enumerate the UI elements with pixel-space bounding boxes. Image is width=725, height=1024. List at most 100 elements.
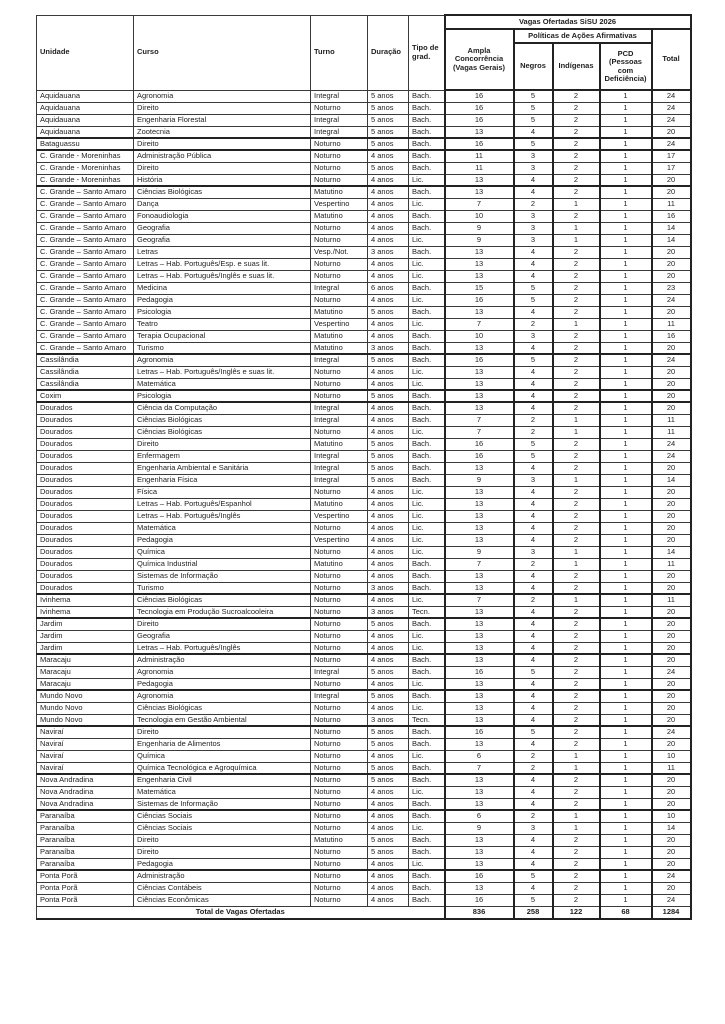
cell-pcd: 1	[598, 365, 652, 379]
cell-pcd: 1	[598, 281, 652, 295]
cell-unidade: Mundo Novo	[36, 701, 134, 715]
cell-tipo-grad: Bach.	[408, 569, 445, 583]
cell-pcd: 1	[598, 485, 652, 499]
cell-ampla: 13	[443, 797, 514, 811]
cell-negros: 3	[512, 473, 553, 487]
cell-tipo-grad: Lic.	[408, 749, 445, 763]
cell-negros: 5	[512, 725, 553, 739]
col-header-tipo-grad: Tipo de grad.	[408, 14, 445, 91]
cell-pcd: 1	[598, 605, 652, 619]
cell-tipo-grad: Tecn.	[408, 713, 445, 727]
cell-pcd: 1	[598, 653, 652, 667]
table-row: Ivinhema Tecnologia em Produção Sucroalco…	[36, 605, 692, 619]
cell-ampla: 13	[443, 641, 514, 655]
cell-tipo-grad: Bach.	[408, 557, 445, 571]
cell-negros: 4	[512, 689, 553, 703]
cell-ampla: 16	[443, 293, 514, 307]
cell-pcd: 1	[598, 737, 652, 751]
cell-indigenas: 1	[551, 197, 600, 211]
table-row: C. Grande – Santo Amaro Medicina Integral 6…	[36, 281, 692, 295]
cell-duracao: 4 anos	[367, 377, 409, 391]
cell-pcd: 1	[598, 545, 652, 559]
cell-duracao: 4 anos	[367, 749, 409, 763]
cell-pcd: 1	[598, 401, 652, 415]
cell-ampla: 7	[443, 593, 514, 607]
cell-indigenas: 2	[551, 617, 600, 631]
cell-total: 20	[650, 581, 692, 595]
cell-indigenas: 2	[551, 569, 600, 583]
cell-curso: Ciências Contábeis	[133, 881, 311, 895]
cell-tipo-grad: Bach.	[408, 761, 445, 775]
cell-total: 20	[650, 605, 692, 619]
total-negros: 258	[512, 905, 553, 920]
cell-negros: 4	[512, 881, 553, 895]
cell-duracao: 5 anos	[367, 101, 409, 115]
cell-pcd: 1	[598, 557, 652, 571]
cell-curso: Sistemas de Informação	[133, 569, 311, 583]
cell-tipo-grad: Lic.	[408, 293, 445, 307]
cell-negros: 4	[512, 305, 553, 319]
cell-unidade: Naviraí	[36, 761, 134, 775]
cell-unidade: C. Grande – Santo Amaro	[36, 329, 134, 343]
cell-negros: 3	[512, 209, 553, 223]
cell-curso: Terapia Ocupacional	[133, 329, 311, 343]
cell-indigenas: 2	[551, 401, 600, 415]
cell-turno: Noturno	[310, 269, 368, 283]
cell-ampla: 16	[443, 113, 514, 127]
cell-duracao: 5 anos	[367, 437, 409, 451]
cell-pcd: 1	[598, 149, 652, 163]
cell-curso: Geografia	[133, 629, 311, 643]
cell-negros: 4	[512, 521, 553, 535]
cell-turno: Noturno	[310, 161, 368, 175]
cell-tipo-grad: Lic.	[408, 593, 445, 607]
cell-unidade: Dourados	[36, 485, 134, 499]
cell-unidade: C. Grande – Santo Amaro	[36, 185, 134, 199]
cell-pcd: 1	[598, 449, 652, 463]
cell-negros: 4	[512, 377, 553, 391]
cell-indigenas: 1	[551, 809, 600, 823]
cell-ampla: 13	[443, 629, 514, 643]
cell-indigenas: 2	[551, 653, 600, 667]
cell-pcd: 1	[598, 617, 652, 631]
cell-indigenas: 2	[551, 137, 600, 151]
cell-unidade: Jardim	[36, 617, 134, 631]
cell-duracao: 4 anos	[367, 257, 409, 271]
cell-unidade: Ponta Porã	[36, 893, 134, 907]
cell-duracao: 5 anos	[367, 137, 409, 151]
cell-indigenas: 2	[551, 521, 600, 535]
cell-indigenas: 2	[551, 869, 600, 883]
cell-turno: Noturno	[310, 485, 368, 499]
cell-indigenas: 2	[551, 689, 600, 703]
cell-pcd: 1	[598, 701, 652, 715]
cell-negros: 5	[512, 281, 553, 295]
cell-ampla: 9	[443, 221, 514, 235]
cell-negros: 4	[512, 269, 553, 283]
cell-unidade: Naviraí	[36, 737, 134, 751]
cell-negros: 4	[512, 617, 553, 631]
cell-unidade: Dourados	[36, 557, 134, 571]
cell-ampla: 7	[443, 425, 514, 439]
cell-duracao: 5 anos	[367, 845, 409, 859]
table-row: Dourados Enfermagem Integral 5 anos Bach. 16 5…	[36, 449, 692, 463]
cell-ampla: 16	[443, 893, 514, 907]
cell-tipo-grad: Bach.	[408, 149, 445, 163]
cell-duracao: 4 anos	[367, 149, 409, 163]
table-row: C. Grande – Santo Amaro Turismo Matutino 3 …	[36, 341, 692, 355]
col-header-turno: Turno	[310, 14, 368, 91]
cell-pcd: 1	[598, 425, 652, 439]
cell-indigenas: 2	[551, 377, 600, 391]
cell-turno: Matutino	[310, 497, 368, 511]
cell-unidade: C. Grande – Santo Amaro	[36, 257, 134, 271]
cell-pcd: 1	[598, 533, 652, 547]
cell-unidade: Mundo Novo	[36, 689, 134, 703]
table-row: Ponta Porã Ciências Contábeis Noturno 4 ano…	[36, 881, 692, 895]
cell-total: 20	[650, 737, 692, 751]
cell-total: 24	[650, 869, 692, 883]
vagas-table: Unidade Curso Turno Duração Tipo de grad…	[36, 14, 692, 920]
table-row: Jardim Geografia Noturno 4 anos Lic. 13 4 2 1 20	[36, 629, 692, 643]
cell-turno: Noturno	[310, 773, 368, 787]
table-row: Cassilândia Letras – Hab. Português/Inglê…	[36, 365, 692, 379]
table-row: Paranaíba Pedagogia Noturno 4 anos Lic. 13 4 2 1…	[36, 857, 692, 871]
cell-ampla: 13	[443, 881, 514, 895]
cell-duracao: 4 anos	[367, 293, 409, 307]
